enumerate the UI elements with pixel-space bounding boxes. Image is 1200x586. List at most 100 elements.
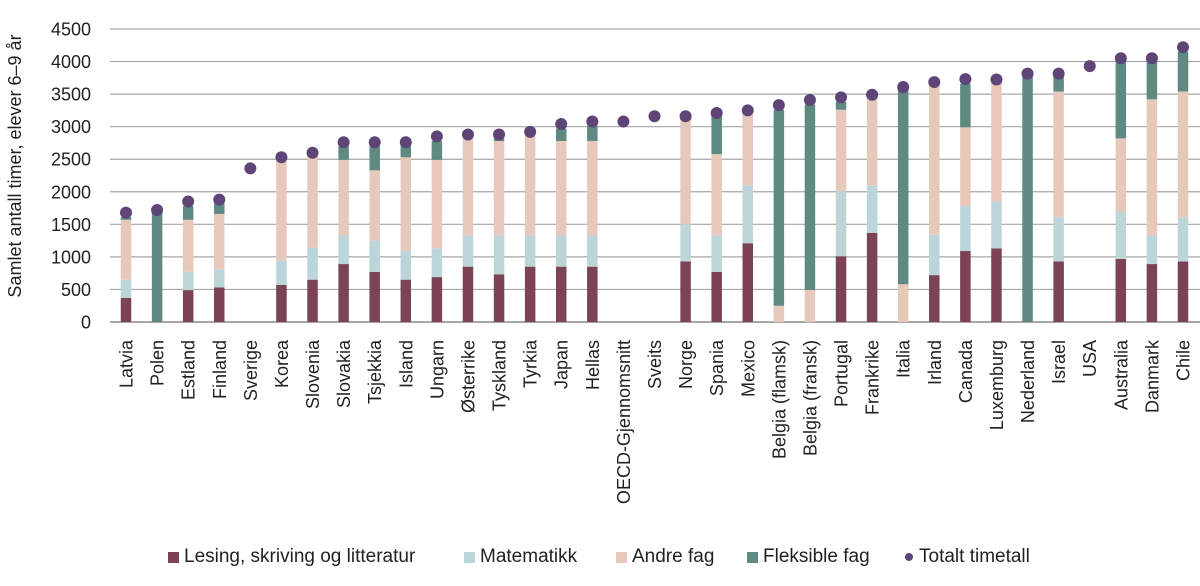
bar-segment — [555, 140, 567, 236]
bar-segment — [462, 138, 474, 236]
bar-segment — [493, 235, 505, 275]
total-dot — [1177, 41, 1189, 54]
y-tick-label: 2500 — [51, 150, 91, 170]
bar-segment — [338, 235, 349, 265]
bar-segment — [307, 247, 318, 280]
total-dot — [803, 93, 816, 106]
bar-segment — [680, 261, 691, 322]
total-dot — [1083, 60, 1096, 73]
bar-segment — [866, 185, 878, 233]
bar-segment — [120, 297, 132, 322]
bar-segment — [1146, 60, 1158, 100]
legend-item-matematikk: Matematikk — [464, 543, 577, 571]
y-tick-label: 3500 — [51, 85, 91, 105]
x-tick-label: Portugal — [832, 340, 852, 407]
total-dot — [959, 73, 972, 86]
total-dot — [835, 91, 848, 104]
bar-segment — [960, 251, 971, 322]
legend-swatch-andre-fag — [616, 551, 627, 563]
total-dot — [990, 73, 1003, 86]
bar-segment — [1177, 261, 1189, 322]
x-tick-label: Tyrkia — [521, 339, 541, 388]
legend-dot-totalt-timetall — [905, 553, 913, 561]
bar-segment — [1115, 138, 1127, 212]
bar-segment — [1146, 264, 1158, 322]
bar-segment — [1053, 261, 1064, 322]
bar-segment — [587, 235, 598, 267]
bar-segment — [960, 206, 971, 252]
bar-segment — [804, 104, 816, 291]
x-tick-label: Japan — [552, 340, 572, 389]
bar-segment — [555, 128, 567, 141]
total-dot — [244, 162, 257, 175]
x-tick-label: Israel — [1049, 340, 1069, 384]
bar-segment — [929, 83, 940, 235]
legend-swatch-fleksible-fag — [747, 551, 758, 563]
bar-segment — [307, 154, 318, 248]
bar-segment — [897, 88, 909, 285]
legend-item-totalt-timetall: Totalt timetall — [905, 543, 1030, 571]
bar-segment — [524, 235, 536, 267]
bar-segment — [182, 206, 194, 220]
y-tick-label: 1500 — [51, 215, 91, 235]
bar-segment — [835, 191, 847, 257]
bar-segment — [929, 234, 940, 276]
total-dot — [1145, 52, 1158, 65]
bar-segment — [773, 305, 785, 322]
bar-segment — [462, 266, 474, 322]
y-tick-label: 1000 — [51, 247, 91, 267]
x-tick-label: Spania — [707, 339, 727, 396]
x-tick-label: Frankrike — [863, 340, 883, 415]
bar-segment — [431, 248, 443, 278]
bar-segment — [369, 271, 380, 322]
bar-segment — [587, 140, 598, 236]
bar-segment — [991, 201, 1002, 249]
x-tick-label: USA — [1080, 340, 1100, 377]
y-tick-label: 3000 — [51, 117, 91, 137]
total-dot — [524, 125, 537, 138]
bar-segment — [555, 266, 567, 322]
legend-label: Totalt timetall — [919, 546, 1030, 567]
gridlines — [110, 28, 1200, 323]
x-tick-label: Sverige — [241, 340, 261, 401]
x-tick-label: Chile — [1174, 340, 1194, 381]
total-dot — [617, 115, 630, 128]
bar-segment — [991, 248, 1002, 322]
bar-segment — [929, 275, 940, 322]
bar-segment — [120, 279, 132, 298]
bar-segment — [1146, 235, 1158, 265]
bar-segment — [1053, 91, 1064, 218]
bar-segment — [1115, 211, 1127, 259]
x-axis-ticks: Latvia Polen Estland Finland Sverige Korea Slo… — [117, 339, 1194, 504]
total-dot — [182, 195, 195, 208]
bar-segment — [960, 83, 971, 128]
total-dot — [120, 206, 132, 219]
total-dot — [928, 76, 941, 89]
bar-segment — [276, 260, 287, 285]
bar-segment — [493, 274, 505, 322]
bar-segment — [680, 120, 691, 225]
y-tick-label: 500 — [61, 280, 91, 300]
bar-segment — [835, 109, 847, 192]
y-tick-label: 4000 — [51, 52, 91, 72]
total-dot — [586, 115, 599, 128]
bar-segment — [400, 251, 412, 280]
total-dot — [772, 99, 785, 112]
total-dot — [648, 110, 661, 123]
x-tick-label: Belgia (flamsk) — [769, 340, 789, 459]
bar-segment — [835, 101, 847, 110]
bar-segment — [1146, 99, 1158, 236]
bar-segment — [182, 290, 194, 322]
bar-segment — [276, 284, 287, 322]
bar-segment — [431, 277, 443, 322]
x-tick-label: Canada — [956, 339, 976, 403]
bar-segment — [991, 80, 1002, 202]
bar-segment — [711, 235, 722, 272]
chart: 0 500 1000 1500 2000 2500 3000 3500 4000 4500 Sam… — [5, 20, 1200, 504]
bar-segment — [1115, 258, 1127, 322]
x-tick-label: Polen — [148, 340, 168, 386]
bar-segment — [587, 125, 598, 141]
bar-segment — [1177, 51, 1189, 92]
x-tick-label: Belgia (fransk) — [800, 340, 820, 456]
bar-segment — [369, 146, 380, 171]
